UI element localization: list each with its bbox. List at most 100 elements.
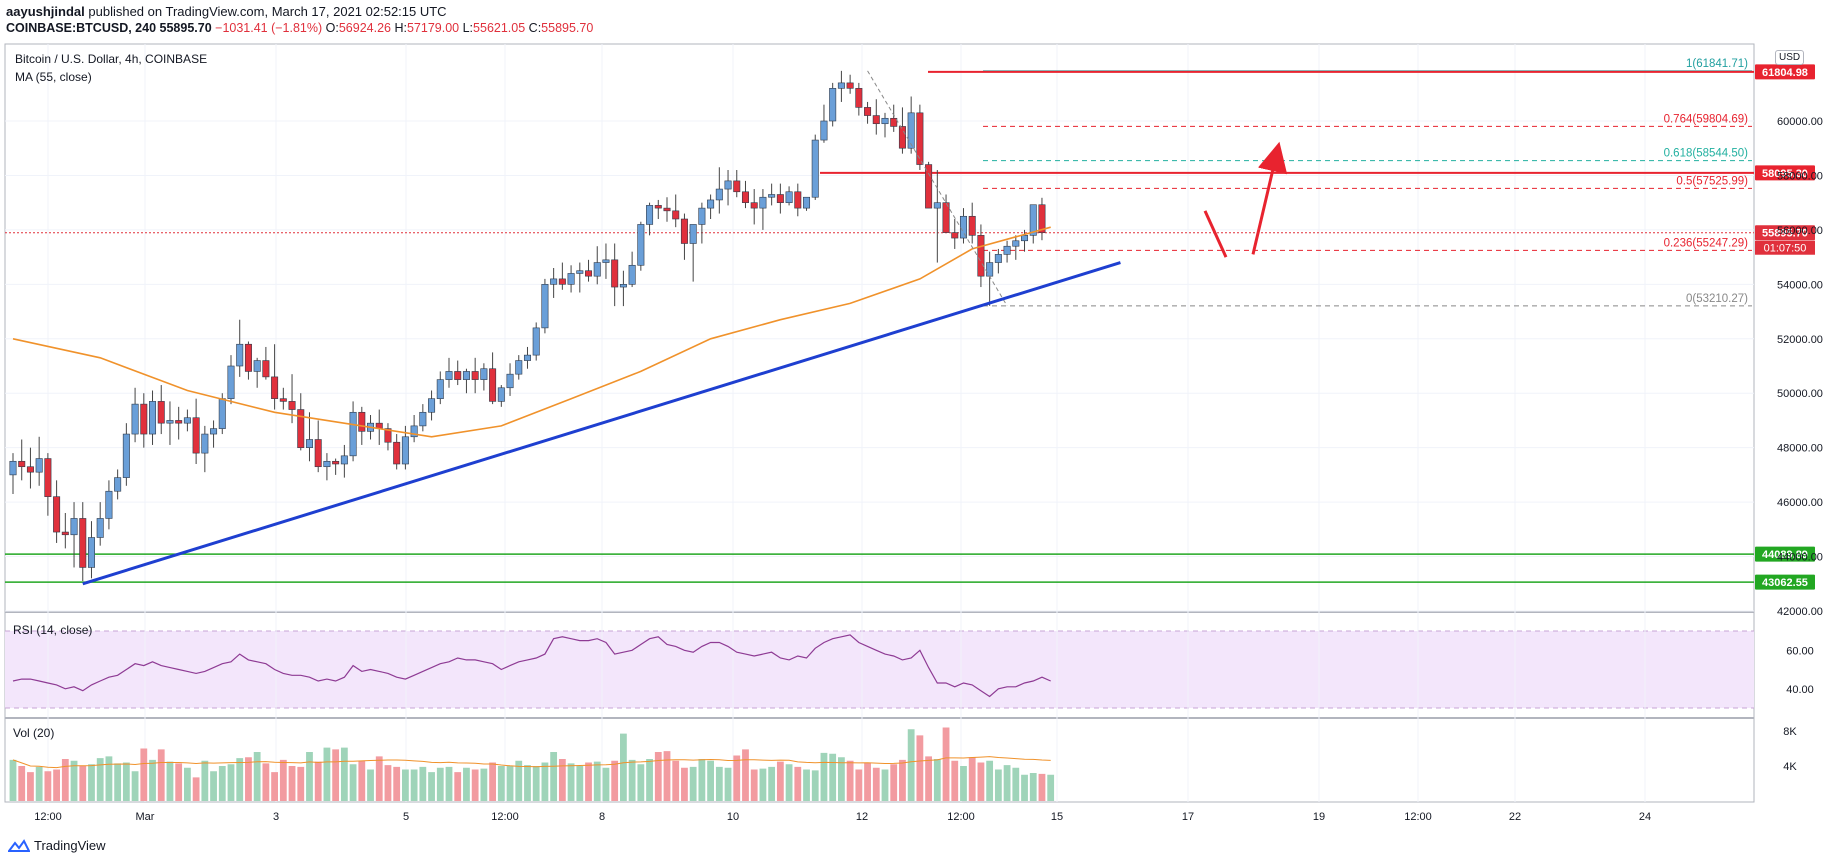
volume-bar bbox=[611, 760, 619, 801]
candle-body bbox=[271, 376, 279, 399]
candle-body bbox=[79, 518, 87, 568]
volume-bar bbox=[558, 759, 566, 801]
candle-body bbox=[1003, 245, 1011, 255]
candle-body bbox=[471, 371, 479, 380]
candle-body bbox=[384, 428, 392, 443]
candle-body bbox=[663, 207, 671, 212]
volume-bar bbox=[96, 758, 104, 801]
candle-body bbox=[619, 284, 627, 288]
candle-body bbox=[959, 215, 967, 239]
volume-bar bbox=[890, 764, 898, 801]
candle-body bbox=[428, 398, 436, 413]
volume-bar bbox=[872, 767, 880, 801]
volume-bar bbox=[454, 772, 462, 801]
volume-bar bbox=[480, 768, 488, 801]
volume-bar bbox=[1003, 765, 1011, 801]
candle-body bbox=[759, 196, 767, 209]
volume-bar bbox=[820, 752, 828, 801]
candle-body bbox=[1038, 204, 1046, 234]
high-label: H: bbox=[394, 21, 407, 35]
volume-bar bbox=[776, 761, 784, 801]
published-text: published on TradingView.com, March 17, … bbox=[88, 4, 447, 19]
level-badge bbox=[1755, 225, 1815, 241]
candle-body bbox=[933, 202, 941, 209]
candle-body bbox=[785, 191, 793, 203]
price-tick-label: 52000.00 bbox=[1777, 334, 1823, 346]
candle-body bbox=[410, 425, 418, 438]
candle-body bbox=[881, 117, 889, 125]
price-tick-label: 50000.00 bbox=[1777, 388, 1823, 400]
arrow-down-stroke bbox=[1203, 210, 1228, 258]
volume-bar bbox=[576, 766, 584, 801]
candle-body bbox=[279, 398, 287, 402]
candle-body bbox=[541, 284, 549, 329]
timer-badge-label: 01:07:50 bbox=[1764, 243, 1807, 255]
candle-body bbox=[907, 112, 915, 149]
volume-bar bbox=[253, 752, 261, 801]
candle-body bbox=[149, 401, 157, 435]
volume-bar bbox=[637, 764, 645, 801]
rsi-band bbox=[5, 631, 1754, 708]
volume-bar bbox=[288, 766, 296, 801]
price-tick-label: 54000.00 bbox=[1777, 279, 1823, 291]
candle-body bbox=[968, 215, 976, 236]
time-tick-label: 12:00 bbox=[1404, 811, 1432, 823]
candle-body bbox=[576, 270, 584, 274]
volume-bar bbox=[593, 761, 601, 801]
candle-body bbox=[776, 194, 784, 203]
volume-bar bbox=[977, 762, 985, 801]
candle-body bbox=[846, 82, 854, 89]
candle-body bbox=[18, 460, 26, 468]
candle-body bbox=[750, 202, 758, 209]
volume-bar bbox=[61, 759, 69, 801]
candle-body bbox=[44, 458, 52, 497]
volume-bar bbox=[297, 766, 305, 801]
rsi-tick-label: 40.00 bbox=[1786, 684, 1814, 696]
low-label: L: bbox=[462, 21, 474, 35]
volume-bar bbox=[218, 766, 226, 801]
volume-bar bbox=[1029, 773, 1037, 801]
time-tick-label: 12:00 bbox=[947, 811, 975, 823]
volume-bar bbox=[201, 760, 209, 801]
overlays bbox=[12, 70, 1288, 698]
volume-bar bbox=[323, 747, 331, 801]
volume-bar bbox=[785, 764, 793, 801]
tradingview-logo-icon bbox=[8, 838, 30, 852]
volume-bar bbox=[428, 772, 435, 801]
candle-body bbox=[680, 218, 688, 244]
volume-bar bbox=[628, 759, 636, 801]
author-name[interactable]: aayushjindal bbox=[6, 4, 85, 19]
volume-bar bbox=[689, 766, 697, 801]
candle-body bbox=[646, 205, 654, 225]
candle-body bbox=[829, 88, 837, 122]
volume-bar bbox=[506, 766, 514, 801]
level-badge-label: 58095.30 bbox=[1762, 168, 1808, 180]
volume-bar bbox=[375, 756, 383, 801]
candle-body bbox=[637, 224, 645, 266]
candle-body bbox=[35, 458, 43, 473]
tradingview-footer[interactable]: TradingView bbox=[8, 838, 106, 853]
time-tick-label: 12:00 bbox=[34, 811, 62, 823]
volume-bar bbox=[585, 762, 592, 801]
candle-body bbox=[628, 264, 636, 285]
candle-body bbox=[794, 191, 802, 209]
price-tick-label: 56000.00 bbox=[1777, 225, 1823, 237]
time-tick-label: 17 bbox=[1182, 811, 1194, 823]
close-label: C: bbox=[528, 21, 542, 35]
volume-bar bbox=[192, 777, 200, 801]
candle-body bbox=[305, 439, 313, 448]
volume-bar bbox=[53, 769, 60, 801]
volume-bar bbox=[245, 757, 252, 801]
candle-body bbox=[288, 401, 296, 410]
pane-title: Bitcoin / U.S. Dollar, 4h, COINBASE bbox=[15, 52, 208, 66]
time-tick-label: 15 bbox=[1051, 811, 1063, 823]
volume-bar bbox=[70, 760, 78, 801]
candle-body bbox=[689, 224, 697, 244]
volume-bar bbox=[149, 759, 156, 801]
volume-bar bbox=[35, 766, 43, 801]
volume-bar bbox=[663, 751, 671, 801]
rsi-line bbox=[12, 634, 1051, 698]
candle-body bbox=[672, 210, 680, 220]
candle-body bbox=[898, 126, 906, 149]
